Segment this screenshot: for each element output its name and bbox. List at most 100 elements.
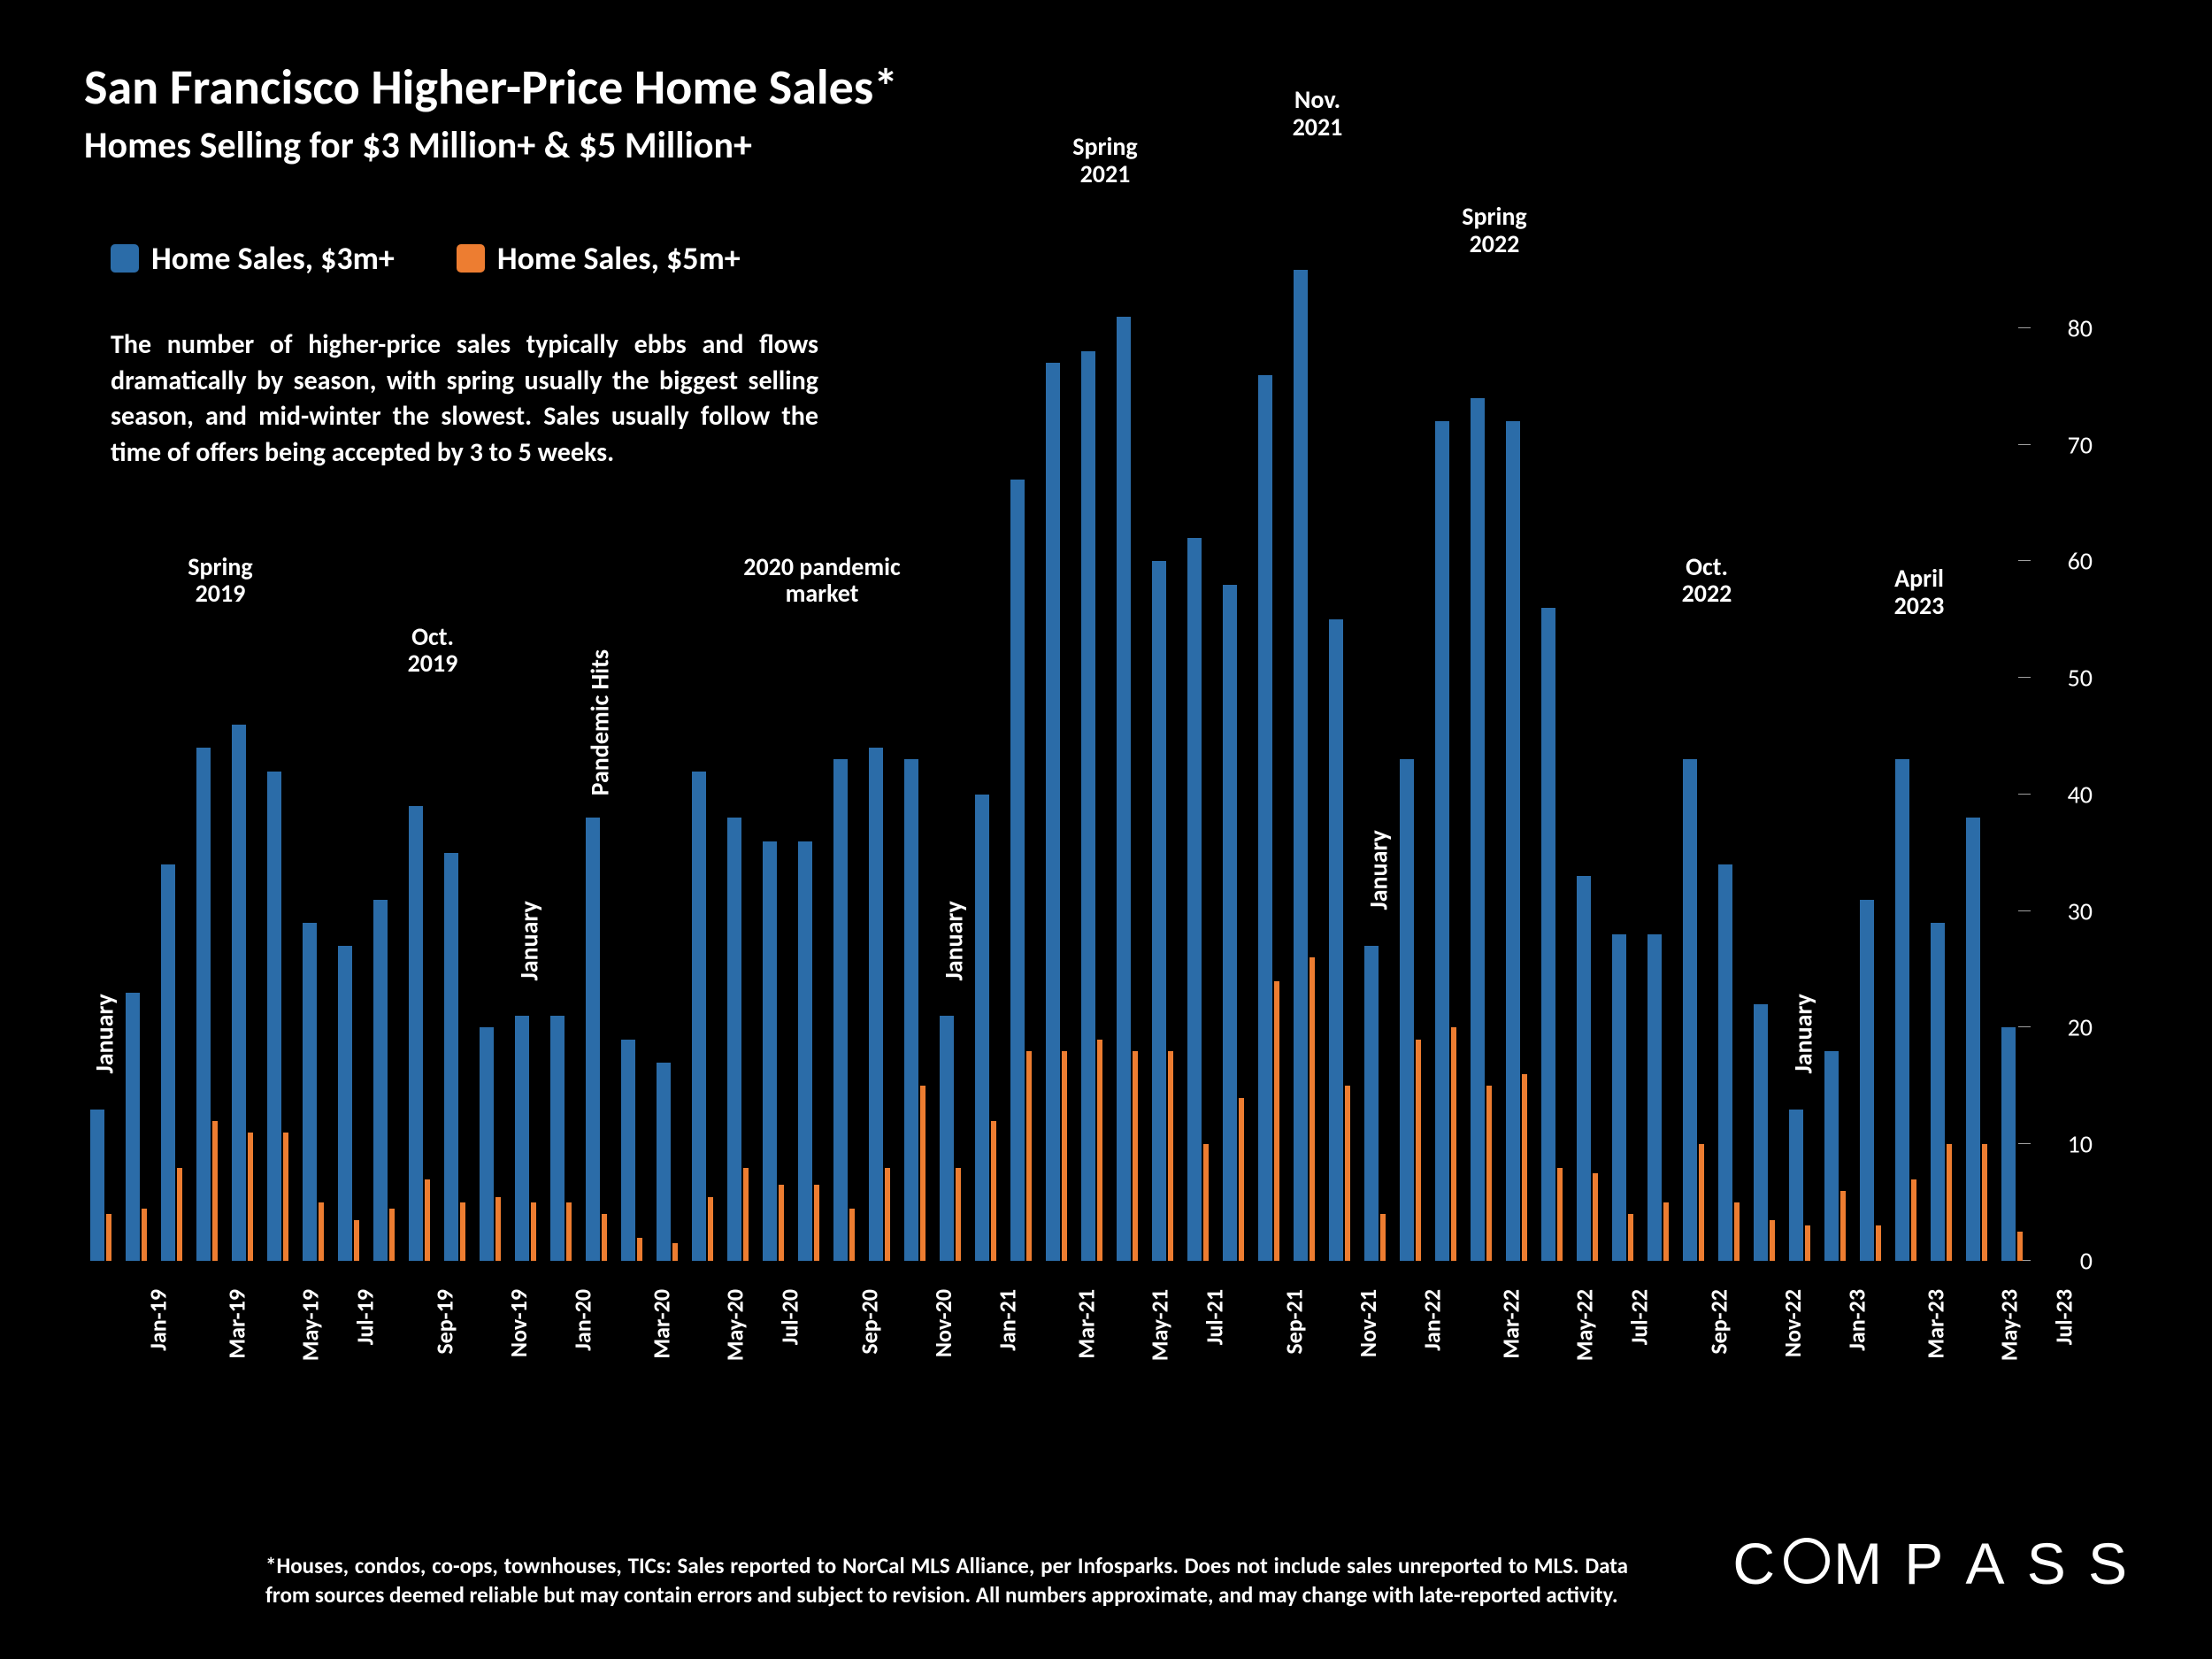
- bar-5m: [920, 1086, 926, 1261]
- bar-5m: [1451, 1027, 1457, 1261]
- chart-annotation: April2023: [1822, 565, 2016, 620]
- x-tick-label: May-20: [720, 1289, 749, 1361]
- bar-3m: [833, 759, 848, 1261]
- bar-5m: [1663, 1202, 1670, 1261]
- x-tick-label: Jan-22: [1418, 1289, 1447, 1351]
- bar-3m: [1471, 398, 1485, 1261]
- bar-3m: [1789, 1110, 1803, 1261]
- bar-5m: [1840, 1191, 1847, 1261]
- x-tick-label: Mar-19: [223, 1289, 251, 1359]
- bar-3m: [1718, 864, 1732, 1261]
- bar-3m: [1010, 480, 1025, 1261]
- bar-5m: [2017, 1232, 2024, 1261]
- bar-5m: [283, 1133, 289, 1261]
- bar-5m: [1486, 1086, 1493, 1261]
- bar-3m: [1754, 1004, 1768, 1261]
- bar-3m: [444, 853, 458, 1261]
- bar-3m: [727, 818, 741, 1261]
- x-tick-label: Mar-23: [1922, 1289, 1950, 1359]
- x-tick-label: Nov-20: [929, 1289, 957, 1357]
- bar-5m: [1982, 1144, 1988, 1261]
- bar-5m: [708, 1197, 714, 1261]
- chart-annotation: Spring2021: [1008, 134, 1202, 188]
- bar-5m: [566, 1202, 572, 1261]
- bar-3m: [1824, 1051, 1839, 1261]
- bar-5m: [1876, 1225, 1882, 1261]
- bar-5m: [1734, 1202, 1740, 1261]
- x-tick-label: Jan-21: [994, 1289, 1022, 1351]
- bar-3m: [1612, 934, 1626, 1261]
- bar-5m: [212, 1121, 219, 1261]
- chart-annotation: Pandemic Hits: [588, 689, 615, 795]
- x-tick-label: May-23: [1994, 1289, 2023, 1361]
- chart-annotation: Nov.2021: [1220, 87, 1415, 142]
- bar-5m: [1345, 1086, 1351, 1261]
- bar-5m: [389, 1209, 396, 1261]
- bar-5m: [142, 1209, 148, 1261]
- bar-5m: [1805, 1225, 1811, 1261]
- bar-3m: [2001, 1027, 2016, 1261]
- bar-3m: [1435, 421, 1449, 1261]
- bar-5m: [1911, 1179, 1917, 1261]
- bar-5m: [177, 1168, 183, 1261]
- chart-subtitle: Homes Selling for $3 Million+ & $5 Milli…: [84, 123, 898, 168]
- bar-3m: [1577, 876, 1591, 1261]
- bar-3m: [1895, 759, 1909, 1261]
- bar-3m: [1931, 923, 1945, 1261]
- bar-3m: [1966, 818, 1980, 1261]
- x-tick-label: Jan-20: [569, 1289, 597, 1351]
- bar-3m: [373, 900, 388, 1261]
- bar-3m: [975, 795, 989, 1261]
- bar-3m: [621, 1040, 635, 1261]
- chart-annotation: Oct.2019: [335, 624, 530, 679]
- title-block: San Francisco Higher-Price Home Sales* H…: [84, 58, 898, 168]
- bar-3m: [1364, 946, 1379, 1261]
- bar-5m: [1062, 1051, 1068, 1261]
- x-tick-label: Jul-19: [350, 1289, 379, 1345]
- bar-5m: [106, 1214, 112, 1261]
- bar-3m: [1506, 421, 1520, 1261]
- compass-logo-o-icon: [1784, 1538, 1830, 1584]
- bar-5m: [495, 1197, 502, 1261]
- bar-5m: [1239, 1098, 1245, 1261]
- bar-3m: [303, 923, 317, 1261]
- bar-5m: [425, 1179, 431, 1261]
- footnote: *Houses, condos, co-ops, townhouses, TIC…: [265, 1551, 1628, 1611]
- bar-3m: [586, 818, 600, 1261]
- bar-5m: [1416, 1040, 1422, 1261]
- bar-5m: [1628, 1214, 1634, 1261]
- bar-3m: [904, 759, 918, 1261]
- x-tick-label: Mar-20: [648, 1289, 676, 1359]
- chart-annotation: January: [941, 887, 969, 994]
- bar-5m: [460, 1202, 466, 1261]
- compass-logo: CM P A S S: [1732, 1530, 2132, 1597]
- bar-3m: [869, 748, 883, 1261]
- y-axis: 01020304050607080: [2031, 270, 2101, 1261]
- bar-3m: [940, 1016, 954, 1261]
- x-tick-label: Jul-22: [1624, 1289, 1653, 1345]
- chart-annotation: Oct.2022: [1609, 554, 1804, 609]
- bar-5m: [1593, 1173, 1599, 1261]
- x-tick-label: Jul-20: [775, 1289, 803, 1345]
- chart-annotation: January: [1791, 980, 1818, 1087]
- x-tick-label: Sep-19: [431, 1289, 459, 1355]
- bar-3m: [1294, 270, 1308, 1261]
- bar-3m: [1541, 608, 1555, 1261]
- bar-5m: [637, 1238, 643, 1261]
- bar-3m: [1152, 561, 1166, 1261]
- chart-annotation: Spring2019: [123, 554, 318, 609]
- x-tick-label: Sep-20: [856, 1289, 884, 1355]
- chart-annotation: 2020 pandemicmarket: [725, 554, 919, 609]
- chart-annotation: January: [517, 887, 544, 994]
- bar-3m: [692, 772, 706, 1261]
- x-tick-label: Sep-21: [1280, 1289, 1309, 1355]
- bar-3m: [267, 772, 281, 1261]
- bar-3m: [1400, 759, 1414, 1261]
- bar-3m: [1683, 759, 1697, 1261]
- bar-3m: [90, 1110, 104, 1261]
- bar-5m: [1097, 1040, 1103, 1261]
- chart-annotation: January: [1366, 818, 1394, 924]
- y-tick-label: 20: [2068, 1012, 2093, 1043]
- bar-5m: [814, 1185, 820, 1261]
- bar-3m: [798, 841, 812, 1261]
